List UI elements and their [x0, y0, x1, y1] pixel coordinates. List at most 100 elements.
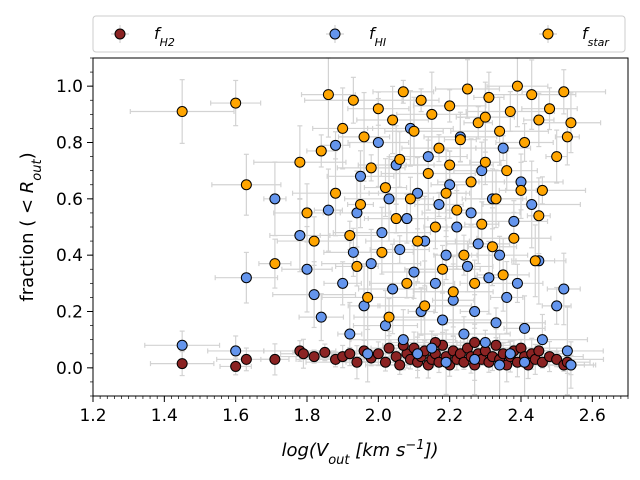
point-f_HI	[458, 328, 470, 340]
point-f_HI	[465, 207, 477, 219]
point-f_H2	[308, 351, 320, 363]
point-f_HI	[408, 266, 420, 278]
point-f_star	[344, 229, 356, 241]
point-f_star	[565, 117, 577, 129]
point-f_HI	[551, 300, 563, 312]
x-tick-label: 2.6	[579, 406, 606, 426]
point-f_star	[383, 311, 395, 323]
point-f_HI	[497, 142, 509, 154]
point-f_star	[440, 187, 452, 199]
x-tick-label: 1.2	[79, 406, 106, 426]
y-tick-label: 0.4	[56, 246, 83, 266]
point-f_star	[486, 241, 498, 253]
point-f_HI	[372, 137, 384, 148]
point-f_star	[497, 269, 509, 281]
point-f_H2	[490, 339, 502, 351]
legend-label: fstar	[582, 24, 610, 49]
point-f_star	[401, 277, 413, 289]
point-f_star	[529, 255, 541, 267]
point-f_HI	[315, 311, 327, 323]
point-f_HI	[176, 339, 188, 351]
point-f_star	[551, 151, 563, 163]
y-tick-label: 0.6	[56, 190, 83, 210]
x-tick-label: 1.6	[222, 406, 249, 426]
point-f_HI	[440, 356, 452, 368]
legend-item-f_star: fstar	[539, 24, 610, 49]
legend-item-f_H2: fH2	[111, 24, 175, 49]
point-f_H2	[297, 348, 309, 360]
legend-marker	[542, 28, 554, 40]
point-f_star	[462, 83, 473, 95]
point-f_H2	[351, 356, 363, 368]
point-f_star	[397, 86, 409, 98]
point-f_star	[351, 260, 363, 272]
point-f_star	[536, 184, 548, 196]
point-f_HI	[387, 283, 399, 295]
point-f_star	[490, 193, 502, 205]
point-f_star	[240, 179, 252, 191]
point-f_H2	[372, 348, 384, 360]
point-f_star	[355, 198, 366, 210]
point-f_HI	[469, 353, 481, 365]
point-f_star	[390, 213, 402, 225]
point-f_H2	[394, 359, 406, 371]
data-points	[176, 80, 577, 372]
point-f_H2	[319, 346, 331, 358]
point-f_star	[454, 134, 466, 146]
point-f_star	[408, 125, 420, 137]
x-tick-label: 2.4	[507, 406, 534, 426]
point-f_star	[465, 176, 477, 188]
point-f_HI	[240, 272, 252, 284]
point-f_HI	[355, 170, 366, 182]
point-f_HI	[504, 348, 516, 360]
point-f_star	[458, 249, 470, 261]
point-f_HI	[508, 215, 520, 227]
point-f_H2	[533, 345, 545, 357]
point-f_H2	[379, 356, 391, 368]
point-f_HI	[451, 221, 463, 233]
legend-label: fHI	[369, 24, 386, 49]
point-f_HI	[526, 198, 538, 210]
point-f_HI	[383, 193, 395, 205]
y-axis-label: fraction ( < Rout)	[17, 152, 45, 301]
point-f_HI	[494, 249, 506, 261]
x-tick-label: 1.4	[151, 406, 178, 426]
point-f_star	[508, 232, 520, 244]
point-f_star	[426, 108, 438, 120]
legend-item-f_HI: fHI	[326, 24, 386, 49]
point-f_star	[415, 94, 427, 106]
x-axis: 1.2 1.4 1.6 1.8 2.0 2.2 2.4 2.6	[79, 396, 629, 426]
legend-frame	[92, 15, 626, 53]
point-f_star	[451, 204, 463, 216]
point-f_star	[447, 286, 459, 298]
point-f_H2	[240, 353, 252, 365]
point-f_HI	[426, 342, 438, 354]
point-f_star	[515, 184, 527, 196]
point-f_HI	[462, 260, 473, 272]
x-tick-label: 1.8	[293, 406, 320, 426]
point-f_HI	[437, 314, 449, 326]
legend-marker	[114, 28, 126, 40]
point-f_HI	[490, 317, 502, 329]
point-f_HI	[401, 213, 413, 225]
point-f_HI	[561, 345, 573, 357]
point-f_H2	[269, 353, 281, 365]
point-f_H2	[458, 356, 470, 368]
point-f_HI	[433, 198, 445, 210]
legend: fH2 fHI fstar	[92, 15, 626, 53]
point-f_HI	[301, 263, 313, 275]
point-f_star	[494, 125, 506, 137]
point-f_star	[444, 100, 456, 112]
point-f_star	[501, 165, 513, 177]
point-f_star	[337, 122, 349, 134]
point-f_HI	[558, 283, 570, 295]
y-tick-label: 0.2	[56, 303, 83, 323]
point-f_star	[365, 162, 377, 174]
point-f_star	[519, 137, 531, 148]
y-tick-label: 1.0	[56, 77, 83, 97]
point-f_star	[533, 114, 545, 126]
point-f_star	[422, 167, 434, 179]
point-f_HI	[294, 229, 306, 241]
point-f_star	[433, 142, 445, 154]
